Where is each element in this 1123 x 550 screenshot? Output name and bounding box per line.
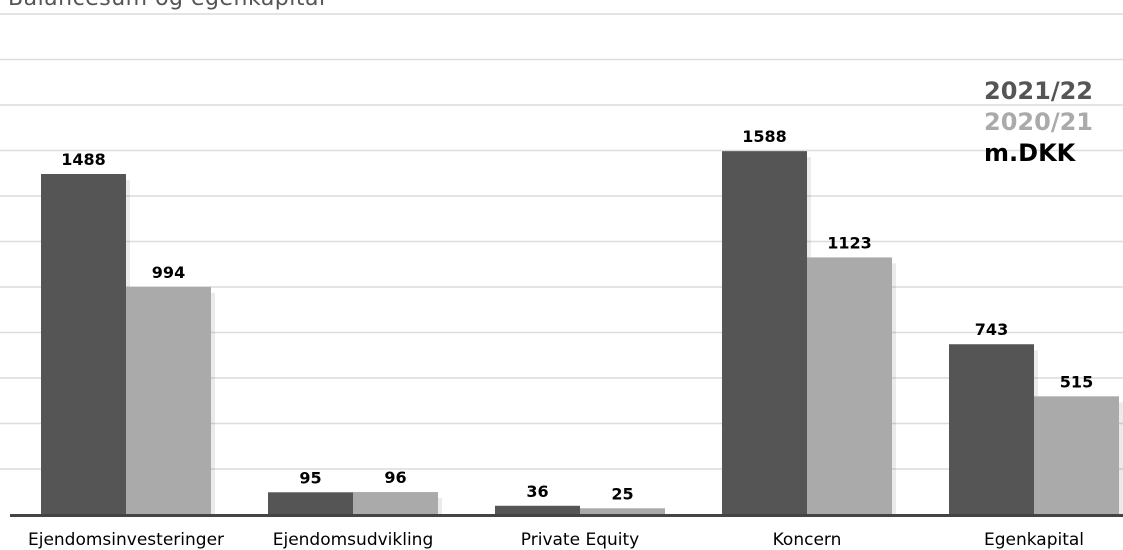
bar-s1-4: [949, 344, 1034, 514]
legend-item-series-1: 2021/22: [984, 77, 1093, 105]
category-label: Egenkapital: [984, 530, 1084, 550]
value-label: 994: [152, 263, 185, 282]
value-label: 743: [975, 320, 1008, 339]
value-label: 96: [384, 468, 406, 487]
value-label: 95: [299, 468, 321, 487]
bar-s1-2: [495, 505, 580, 514]
value-label: 515: [1060, 372, 1093, 391]
value-label: 1123: [827, 233, 872, 252]
category-label: Private Equity: [521, 530, 639, 550]
legend: 2021/22 2020/21 m.DKK: [984, 76, 1093, 169]
value-label: 36: [526, 482, 548, 501]
bar-s1-1: [268, 492, 353, 514]
bar-s1-0: [41, 174, 126, 514]
value-label: 1488: [61, 150, 106, 169]
value-labels: 1488 994 95 96 36 25 1588 1123 743 515: [61, 127, 1093, 503]
category-label: Koncern: [773, 530, 842, 550]
legend-item-series-2: 2020/21: [984, 108, 1093, 136]
category-label: Ejendomsinvesteringer: [28, 530, 224, 550]
value-label: 1588: [742, 127, 787, 146]
category-labels: Ejendomsinvesteringer Ejendomsudvikling Pr…: [28, 530, 1084, 550]
legend-unit: m.DKK: [984, 139, 1076, 167]
bar-s2-3: [807, 257, 892, 514]
value-label: 25: [611, 484, 633, 503]
category-label: Ejendomsudvikling: [273, 530, 434, 550]
bar-s2-1: [353, 492, 438, 514]
bar-s1-3: [722, 151, 807, 514]
bar-s2-2: [580, 508, 665, 514]
bars: [41, 151, 1119, 514]
bar-s2-4: [1034, 396, 1119, 514]
chart-title: Balancesum og egenkapital: [8, 0, 326, 11]
bar-s2-0: [126, 286, 211, 514]
